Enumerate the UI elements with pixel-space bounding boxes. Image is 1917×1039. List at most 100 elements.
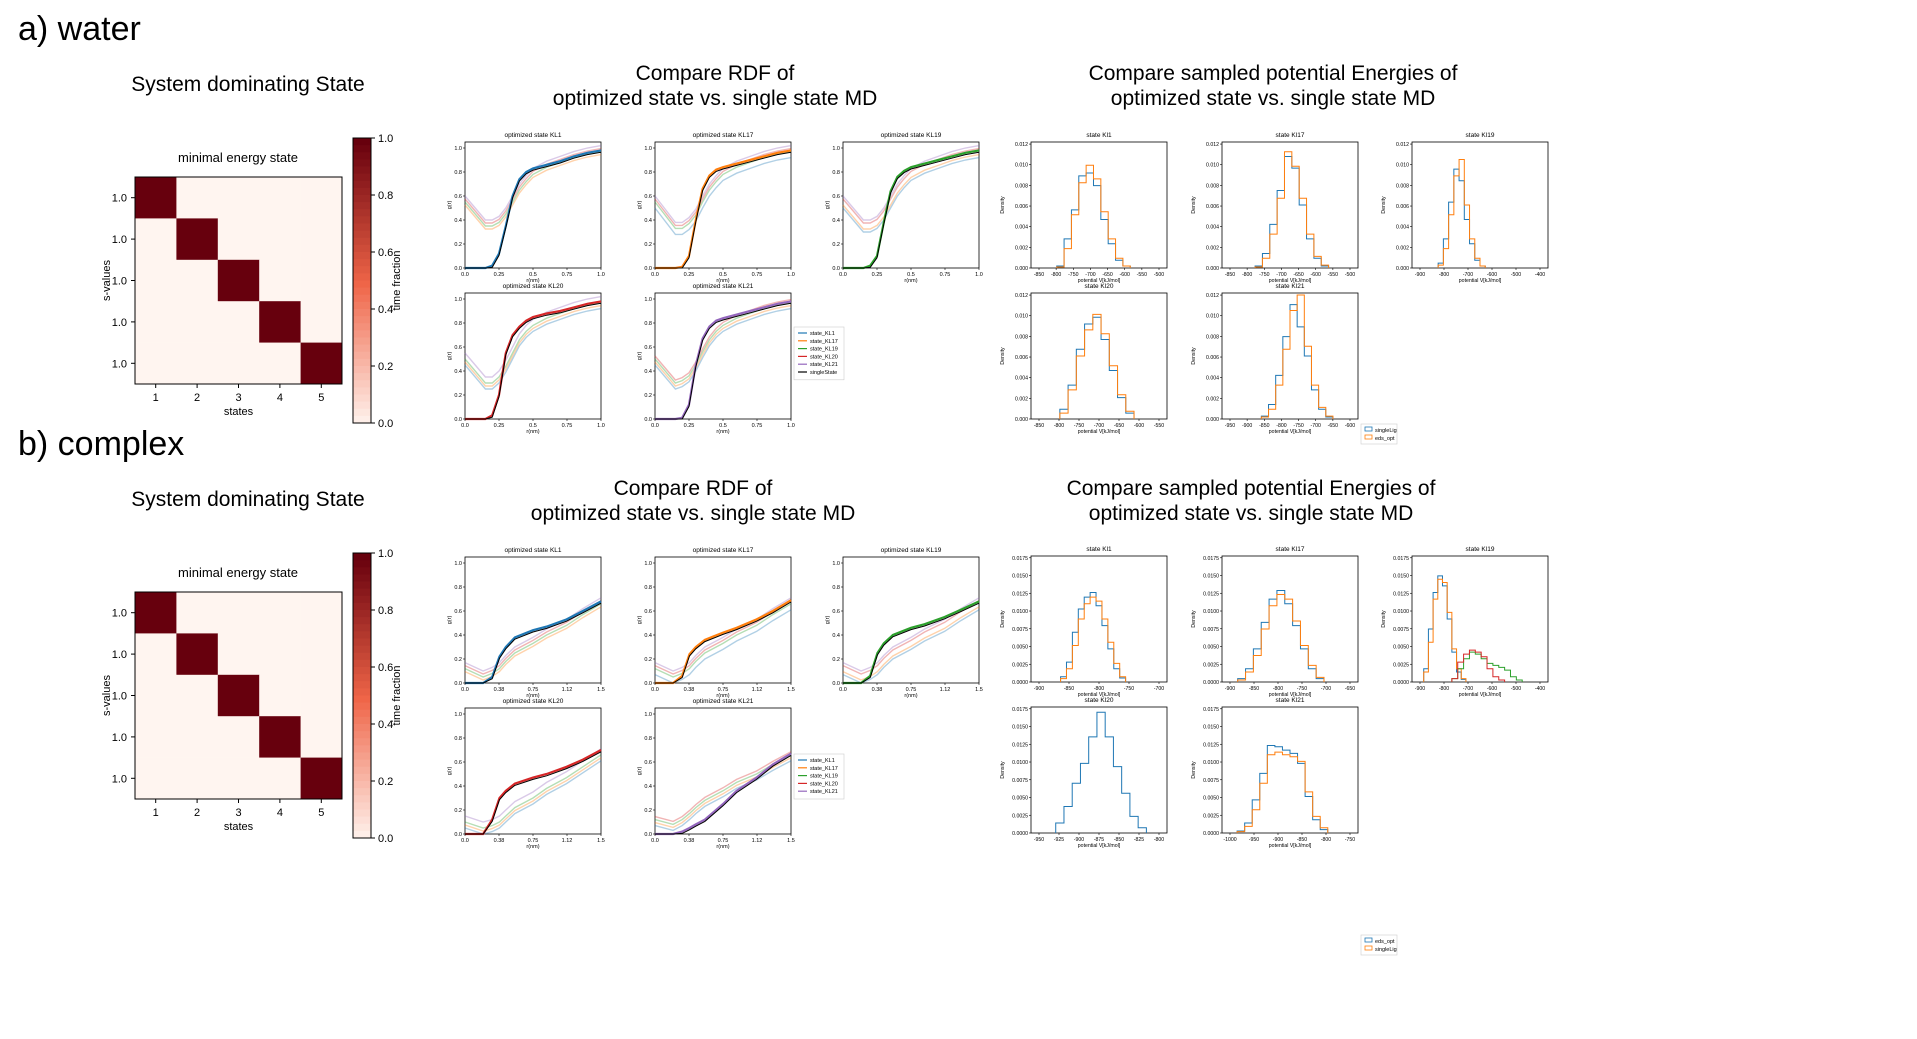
energy-ytick-label: 0.000 <box>1015 417 1028 423</box>
rdf-series-line <box>464 757 602 832</box>
energy-ylabel: Density <box>1000 761 1006 779</box>
colorbar-swatch <box>353 823 371 832</box>
energy-hist-series-2 <box>1060 596 1127 682</box>
energy-ytick-label: 0.0075 <box>1012 778 1028 784</box>
rdf-xtick-label: 0.38 <box>494 838 505 844</box>
energy-xtick-label: -900 <box>1034 686 1044 692</box>
rdf-ytick-label: 0.8 <box>644 585 652 591</box>
rdf-series-line <box>464 147 602 224</box>
energy-xtick-label: -750 <box>1297 686 1307 692</box>
energy-axes <box>1030 292 1168 420</box>
energy-ytick-label: 0.010 <box>1206 163 1219 169</box>
heatmap-cell <box>259 674 301 717</box>
colorbar-swatch <box>353 394 371 403</box>
rdf-ytick-label: 1.0 <box>454 712 462 718</box>
energy-title: state Kl21 <box>1276 697 1305 704</box>
heatmap-cell <box>217 592 260 634</box>
energy-xlabel: potential V[kJ/mol] <box>1078 692 1121 698</box>
colorbar-tick-label: 0.6 <box>378 247 393 259</box>
colorbar-swatch <box>353 373 371 381</box>
energy-ytick-label: 0.0150 <box>1203 725 1219 731</box>
rdf-ytick-label: 1.0 <box>644 146 652 152</box>
colorbar-swatch <box>353 645 371 654</box>
heatmap-cell <box>135 674 177 717</box>
energy-ytick-label: 0.000 <box>1206 417 1219 423</box>
heatmap-ytick-label: 1.0 <box>112 193 127 205</box>
energy-xtick-label: -700 <box>1276 272 1286 278</box>
heatmap-cell <box>300 177 343 219</box>
rdf-axes <box>464 556 602 684</box>
rdf-title: optimized state KL17 <box>693 547 754 554</box>
rdf-ylabel: g(r) <box>637 352 643 361</box>
energy-xtick-label: -500 <box>1154 272 1164 278</box>
energy-ytick-label: 0.000 <box>1015 266 1028 272</box>
rdf-xtick-label: 1.5 <box>787 838 795 844</box>
energy-xtick-label: -800 <box>1273 686 1283 692</box>
colorbar-swatch <box>353 280 371 289</box>
rdf-series-line <box>464 153 602 230</box>
energy-ytick-label: 0.0025 <box>1203 813 1219 819</box>
rdf-xtick-label: 0.75 <box>528 687 539 693</box>
energy-ytick-label: 0.000 <box>1206 266 1219 272</box>
rdf-series-line <box>842 609 980 684</box>
colorbar-frame <box>352 137 372 424</box>
rdf-series-line <box>464 304 602 387</box>
rdf-series-line <box>464 150 602 227</box>
colorbar-swatch <box>353 273 371 281</box>
heatmap-ytick-label: 1.0 <box>112 317 127 329</box>
rdf-xtick-label: 0.25 <box>872 272 883 278</box>
energy-ytick-label: 0.010 <box>1206 314 1219 320</box>
heatmap-xtick-label: 5 <box>318 392 324 404</box>
energy-axes <box>1030 141 1168 269</box>
colorbar-tick-label: 0.4 <box>378 719 393 731</box>
rdf-xtick-label: 1.5 <box>597 838 605 844</box>
rdf-ytick-label: 0.6 <box>644 760 652 766</box>
rdf-axes <box>654 141 792 269</box>
rdf-ytick-label: 0.4 <box>454 218 462 224</box>
energy-hist-series-2 <box>1260 294 1334 419</box>
rdf-ytick-label: 0.6 <box>454 345 462 351</box>
energy-ytick-label: 0.0025 <box>1012 662 1028 668</box>
energy-ytick-label: 0.012 <box>1396 142 1409 148</box>
energy-ytick-label: 0.0050 <box>1012 796 1028 802</box>
colorbar-swatch <box>353 688 371 696</box>
colorbar-tick-label: 0.8 <box>378 190 393 202</box>
energy-xtick-label: -700 <box>1311 423 1321 429</box>
rdf-axes <box>464 707 602 835</box>
heatmap-cell <box>135 342 177 385</box>
colorbar-frame <box>352 552 372 839</box>
colorbar-swatch <box>353 344 371 353</box>
heatmap-xtick-label: 2 <box>194 392 200 404</box>
colorbar-swatch <box>353 387 371 395</box>
energy-title: state Kl17 <box>1276 132 1305 139</box>
energy-ytick-label: 0.0150 <box>1012 574 1028 580</box>
rdf-xtick-label: 0.5 <box>529 272 537 278</box>
energy-xtick-label: -800 <box>1439 272 1449 278</box>
rdf-ytick-label: 1.0 <box>454 297 462 303</box>
rdf-ytick-label: 1.0 <box>644 712 652 718</box>
heatmap-xlabel: states <box>224 821 254 833</box>
heatmap-cell <box>176 259 219 302</box>
heatmap-cell <box>176 674 219 717</box>
rdf-ytick-label: 0.0 <box>832 266 840 272</box>
rdf-ytick-label: 0.2 <box>454 808 462 814</box>
energy-xtick-label: -900 <box>1273 837 1283 843</box>
colorbar-swatch <box>353 809 371 818</box>
rdf-xtick-label: 0.0 <box>461 272 469 278</box>
energy-ytick-label: 0.0125 <box>1012 742 1028 748</box>
colorbar-swatch <box>353 695 371 704</box>
rdf-xtick-label: 0.0 <box>839 687 847 693</box>
heatmap-cell <box>259 342 301 385</box>
colorbar-swatch <box>353 152 371 160</box>
energy-xtick-label: -700 <box>1094 423 1104 429</box>
colorbar-tick-label: 0.2 <box>378 776 393 788</box>
rdf-ytick-label: 0.0 <box>644 266 652 272</box>
rdf-xtick-label: 0.0 <box>651 423 659 429</box>
colorbar-swatch <box>353 731 371 739</box>
rdf-xtick-label: 0.5 <box>719 272 727 278</box>
rdf-ytick-label: 0.8 <box>832 170 840 176</box>
heatmap-cell <box>259 592 301 634</box>
rdf-ytick-label: 0.6 <box>644 194 652 200</box>
rdf-single-line <box>655 302 792 420</box>
energy-ytick-label: 0.0075 <box>1012 627 1028 633</box>
